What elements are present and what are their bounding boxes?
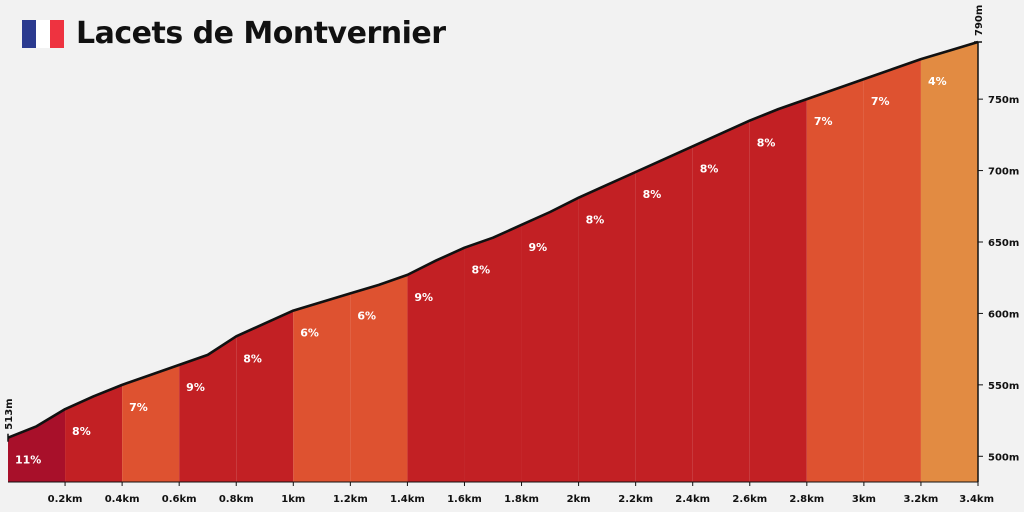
gradient-segment-2 (65, 384, 123, 482)
x-tick-label: 0.4km (105, 494, 140, 505)
gradient-label: 4% (928, 75, 947, 88)
flag-stripe-blue (22, 20, 36, 48)
france-flag-icon (22, 20, 64, 48)
x-tick-label: 2.4km (675, 494, 710, 505)
y-tick-label: 650m (988, 238, 1019, 249)
y-tick-label: 700m (988, 167, 1019, 178)
gradient-label: 9% (414, 291, 433, 304)
x-tick-label: 2.6km (732, 494, 767, 505)
x-tick-label: 2km (567, 494, 591, 505)
gradient-segment-16 (863, 59, 921, 482)
gradient-label: 8% (471, 264, 490, 277)
gradient-segment-13 (692, 120, 750, 482)
x-tick-label: 1.4km (390, 494, 425, 505)
chart-title: Lacets de Montvernier (76, 16, 446, 51)
x-tick-label: 3.2km (904, 494, 939, 505)
gradient-segment-1 (8, 409, 66, 482)
gradient-labels: 11% 8% 7% 9% 8% 6% 6% 9% 8% 9% 8% 8% 8% 8% 7% 7% 4% (15, 75, 947, 467)
elevation-endpoints: 513m 790m (4, 5, 985, 442)
end-elevation-label: 790m (974, 5, 985, 36)
gradient-segment-4 (179, 336, 237, 482)
x-axis-ticks: 0.2km 0.4km 0.6km 0.8km 1km 1.2km 1.4km 1.6km 1.… (48, 482, 994, 505)
gradient-label: 7% (129, 401, 148, 414)
gradient-segment-7 (350, 274, 408, 482)
x-tick-label: 3km (852, 494, 876, 505)
gradient-segment-6 (293, 293, 351, 482)
gradient-label: 8% (700, 162, 719, 175)
gradient-segment-8 (407, 247, 465, 482)
x-tick-label: 0.8km (219, 494, 254, 505)
x-tick-label: 2.8km (789, 494, 824, 505)
gradient-segment-12 (635, 146, 693, 483)
y-tick-label: 500m (988, 452, 1019, 463)
gradient-segment-17 (920, 42, 978, 482)
gradient-segment-3 (122, 364, 180, 482)
gradient-segment-5 (236, 310, 294, 482)
y-tick-label: 600m (988, 309, 1019, 320)
x-tick-label: 2.2km (618, 494, 653, 505)
gradient-segments (8, 42, 978, 483)
gradient-label: 7% (814, 115, 833, 128)
gradient-label: 8% (757, 137, 776, 150)
gradient-label: 8% (643, 188, 662, 201)
gradient-label: 8% (72, 425, 91, 438)
gradient-label: 6% (300, 327, 319, 340)
x-tick-label: 1.6km (447, 494, 482, 505)
x-tick-label: 0.2km (48, 494, 83, 505)
gradient-label: 9% (186, 381, 205, 394)
x-tick-label: 1.2km (333, 494, 368, 505)
elevation-profile-line (7, 40, 979, 439)
gradient-label: 11% (15, 454, 41, 467)
flag-stripe-red (50, 20, 64, 48)
flag-stripe-white (36, 20, 50, 48)
y-tick-label: 750m (988, 95, 1019, 106)
y-tick-label: 550m (988, 381, 1019, 392)
gradient-segment-14 (749, 99, 807, 482)
gradient-label: 8% (243, 352, 262, 365)
y-axis-ticks: 500m 550m 600m 650m 700m 750m (978, 95, 1019, 463)
gradient-label: 9% (529, 241, 548, 254)
x-tick-label: 1.8km (504, 494, 539, 505)
gradient-label: 8% (586, 214, 605, 227)
x-tick-label: 0.6km (162, 494, 197, 505)
gradient-segment-9 (464, 224, 522, 483)
gradient-label: 6% (357, 309, 376, 322)
gradient-segment-10 (521, 197, 579, 482)
gradient-label: 7% (871, 95, 890, 108)
x-tick-label: 1km (281, 494, 305, 505)
gradient-segment-15 (806, 79, 864, 482)
x-tick-label: 3.4km (959, 494, 994, 505)
gradient-segment-11 (578, 172, 636, 482)
start-elevation-label: 513m (4, 398, 15, 429)
